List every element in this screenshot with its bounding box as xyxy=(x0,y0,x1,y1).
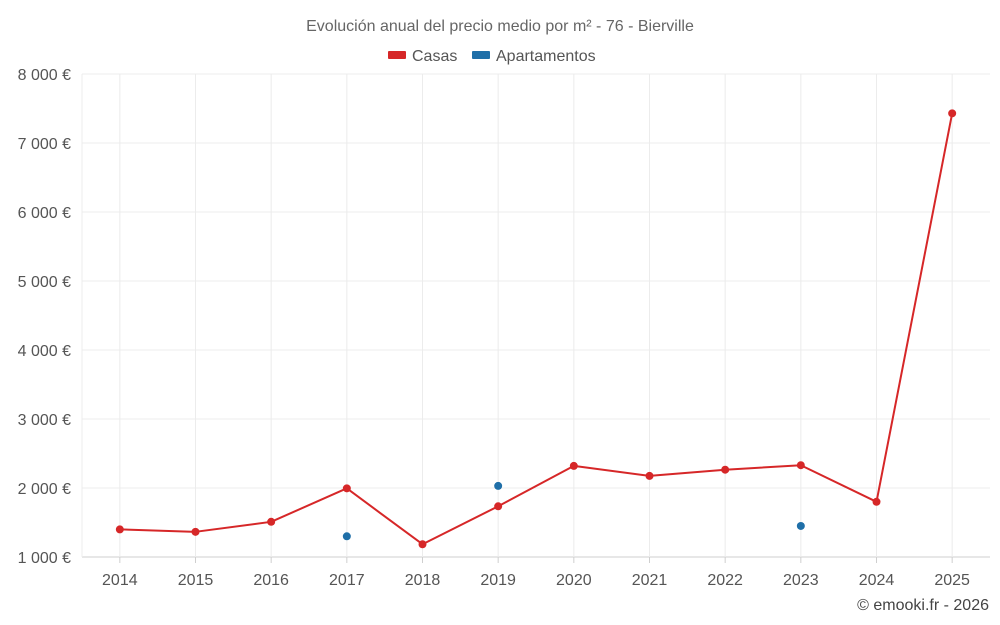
legend[interactable]: Casas Apartamentos xyxy=(388,48,596,65)
data-point-apartamentos[interactable] xyxy=(796,521,805,530)
x-tick-label: 2018 xyxy=(405,572,441,589)
legend-swatch-casas xyxy=(388,51,406,59)
data-point-casas[interactable] xyxy=(418,540,427,549)
x-tick-label: 2022 xyxy=(707,572,743,589)
data-point-casas[interactable] xyxy=(645,471,654,480)
gridlines xyxy=(81,73,990,558)
data-point-casas[interactable] xyxy=(721,465,730,474)
x-tick-label: 2017 xyxy=(329,572,365,589)
data-point-apartamentos[interactable] xyxy=(494,481,503,490)
data-point-apartamentos[interactable] xyxy=(342,532,351,541)
legend-swatch-apartamentos xyxy=(472,51,490,59)
series-layer xyxy=(115,109,957,549)
x-tick-label: 2021 xyxy=(632,572,668,589)
data-point-casas[interactable] xyxy=(796,461,805,470)
data-point-casas[interactable] xyxy=(267,517,276,526)
legend-label-casas: Casas xyxy=(412,48,457,65)
data-point-casas[interactable] xyxy=(494,502,503,511)
y-tick-label: 2 000 € xyxy=(18,481,71,498)
y-axis: 1 000 € 2 000 € 3 000 € 4 000 € 5 000 € 6 000… xyxy=(18,67,71,567)
y-tick-label: 4 000 € xyxy=(18,343,71,360)
series-line-casas xyxy=(119,113,954,546)
x-tick-label: 2019 xyxy=(480,572,516,589)
y-tick-label: 1 000 € xyxy=(18,550,71,567)
legend-item-apartamentos[interactable]: Apartamentos xyxy=(472,48,596,65)
data-point-casas[interactable] xyxy=(342,484,351,493)
data-point-casas[interactable] xyxy=(191,527,200,536)
data-point-casas[interactable] xyxy=(115,525,124,534)
legend-item-casas[interactable]: Casas xyxy=(388,48,457,65)
x-tick-label: 2024 xyxy=(859,572,895,589)
y-tick-label: 8 000 € xyxy=(18,67,71,84)
credit-text: © emooki.fr - 2026 xyxy=(857,597,989,614)
y-tick-label: 5 000 € xyxy=(18,274,71,291)
y-tick-label: 3 000 € xyxy=(18,412,71,429)
data-point-casas[interactable] xyxy=(872,497,881,506)
x-tick-label: 2020 xyxy=(556,572,592,589)
x-axis: 2014 2015 2016 2017 2018 2019 2020 2021 2022 2023… xyxy=(102,557,970,589)
data-point-casas[interactable] xyxy=(569,461,578,470)
chart-title: Evolución anual del precio medio por m² … xyxy=(306,18,694,35)
x-tick-label: 2025 xyxy=(934,572,970,589)
y-tick-label: 6 000 € xyxy=(18,205,71,222)
legend-label-apartamentos: Apartamentos xyxy=(496,48,596,65)
x-tick-label: 2023 xyxy=(783,572,819,589)
data-point-casas[interactable] xyxy=(948,109,957,118)
x-tick-label: 2016 xyxy=(253,572,289,589)
x-tick-label: 2015 xyxy=(178,572,214,589)
x-tick-label: 2014 xyxy=(102,572,138,589)
y-tick-label: 7 000 € xyxy=(18,136,71,153)
